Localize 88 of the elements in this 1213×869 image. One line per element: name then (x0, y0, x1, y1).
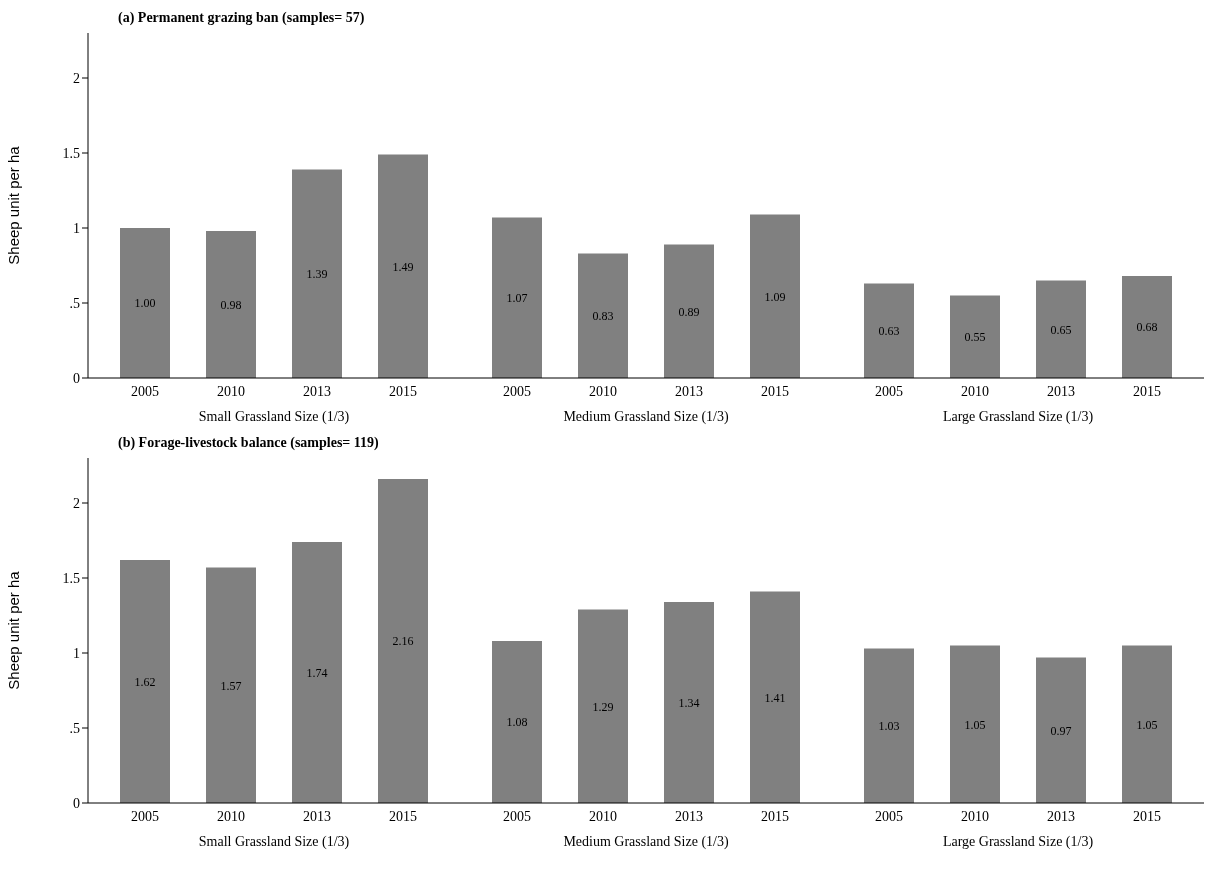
x-tick-label: 2015 (389, 383, 417, 399)
y-axis-title: Sheep unit per ha (5, 570, 23, 690)
y-tick-label: .5 (69, 720, 80, 736)
x-tick-label: 2010 (961, 383, 989, 399)
data-label: 1.08 (506, 715, 528, 730)
x-axis-title: Medium Grassland Size (1/3) (563, 834, 729, 850)
x-tick-label: 2013 (675, 383, 703, 399)
y-tick-label: 2 (73, 70, 80, 86)
x-tick-label: 2013 (303, 808, 331, 824)
data-label: 0.83 (592, 309, 614, 324)
y-axis-title: Sheep unit per ha (5, 145, 23, 265)
x-tick-label: 2013 (1047, 383, 1075, 399)
bar (950, 295, 1000, 378)
x-axis-title: Large Grassland Size (1/3) (942, 409, 1094, 425)
bar (750, 591, 800, 803)
chart-title: (a) Permanent grazing ban (samples= 57) (118, 10, 365, 26)
bar (206, 231, 256, 378)
bar (664, 244, 714, 378)
x-tick-label: 2010 (217, 383, 245, 399)
x-tick-label: 2015 (1133, 383, 1161, 399)
data-label: 0.63 (878, 324, 900, 339)
x-tick-label: 2013 (303, 383, 331, 399)
data-label: 1.41 (764, 690, 786, 705)
bar (120, 228, 170, 378)
x-tick-label: 2015 (389, 808, 417, 824)
x-tick-label: 2005 (131, 808, 159, 824)
bar (206, 567, 256, 803)
data-label: 0.89 (678, 304, 700, 319)
data-label: 1.39 (306, 267, 328, 282)
x-axis-title: Small Grassland Size (1/3) (198, 834, 350, 850)
x-axis-title: Medium Grassland Size (1/3) (563, 409, 729, 425)
bar (292, 542, 342, 803)
x-tick-label: 2005 (875, 383, 903, 399)
data-label: 0.65 (1050, 322, 1072, 337)
data-label: 0.55 (964, 330, 986, 345)
y-tick-label: 2 (73, 495, 80, 511)
x-tick-label: 2005 (503, 808, 531, 824)
x-tick-label: 2013 (675, 808, 703, 824)
bar (378, 479, 428, 803)
data-label: 1.03 (878, 719, 900, 734)
x-tick-label: 2010 (217, 808, 245, 824)
x-axis-title: Large Grassland Size (1/3) (942, 834, 1094, 850)
data-label: 1.62 (134, 674, 156, 689)
x-tick-label: 2005 (875, 808, 903, 824)
x-tick-label: 2005 (503, 383, 531, 399)
y-tick-label: 1 (73, 220, 80, 236)
data-label: 1.34 (678, 695, 700, 710)
data-label: 2.16 (392, 634, 414, 649)
bar (492, 641, 542, 803)
y-tick-label: 1.5 (62, 145, 80, 161)
x-tick-label: 2015 (761, 808, 789, 824)
data-label: 1.09 (764, 289, 786, 304)
y-tick-label: 1 (73, 645, 80, 661)
x-tick-label: 2005 (131, 383, 159, 399)
bar (120, 560, 170, 803)
x-tick-label: 2015 (761, 383, 789, 399)
bar (1036, 280, 1086, 378)
bar (1122, 276, 1172, 378)
bar (864, 283, 914, 378)
x-tick-label: 2013 (1047, 808, 1075, 824)
bar (578, 253, 628, 378)
data-label: 1.07 (506, 291, 528, 306)
data-label: 1.74 (306, 665, 328, 680)
y-tick-label: 0 (73, 795, 80, 811)
y-tick-label: 1.5 (62, 570, 80, 586)
data-label: 1.05 (964, 717, 986, 732)
x-tick-label: 2010 (589, 383, 617, 399)
data-label: 1.57 (220, 678, 242, 693)
y-tick-label: 0 (73, 370, 80, 386)
bar (292, 169, 342, 378)
data-label: 0.97 (1050, 723, 1072, 738)
bar (664, 602, 714, 803)
data-label: 1.00 (134, 296, 156, 311)
y-tick-label: .5 (69, 295, 80, 311)
data-label: 1.49 (392, 259, 414, 274)
data-label: 1.05 (1136, 717, 1158, 732)
data-label: 1.29 (592, 699, 614, 714)
x-tick-label: 2010 (961, 808, 989, 824)
data-label: 0.68 (1136, 320, 1158, 335)
x-tick-label: 2010 (589, 808, 617, 824)
bar (492, 217, 542, 378)
x-axis-title: Small Grassland Size (1/3) (198, 409, 350, 425)
x-tick-label: 2015 (1133, 808, 1161, 824)
bar (578, 609, 628, 803)
data-label: 0.98 (220, 297, 242, 312)
bar (750, 214, 800, 378)
bar (378, 154, 428, 378)
chart-title: (b) Forage-livestock balance (samples= 119) (118, 435, 379, 451)
